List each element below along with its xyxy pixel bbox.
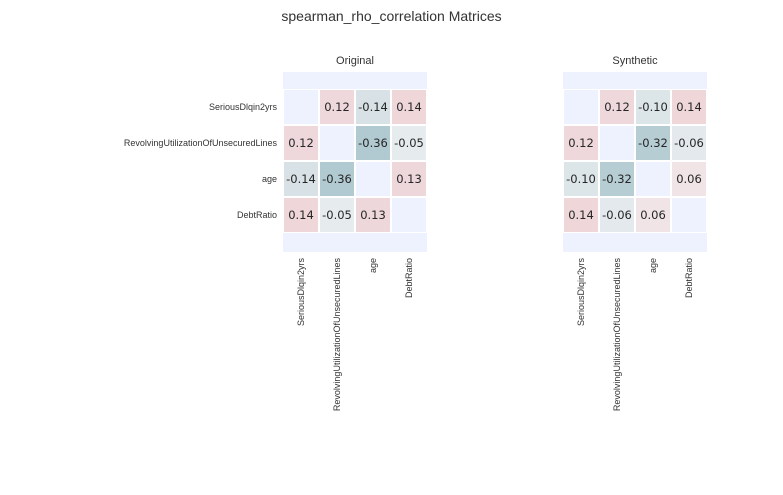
panel-title-original: Original (336, 55, 374, 67)
heatmap-cell: -0.32 (635, 125, 671, 161)
y-tick-label: DebtRatio (236, 210, 277, 220)
figure-title: spearman_rho_correlation Matrices (281, 8, 502, 24)
heatmap-cell: -0.05 (319, 197, 355, 233)
heatmap-cell: 0.12 (563, 125, 599, 161)
heatmap-cell: -0.36 (319, 161, 355, 197)
heatmap-cell: 0.13 (391, 161, 427, 197)
heatmap-cell: -0.10 (635, 89, 671, 125)
x-tick-label: RevolvingUtilizationOfUnsecuredLines (332, 258, 342, 412)
heatmap-cell: 0.12 (599, 89, 635, 125)
x-tick-label: SeriousDlqin2yrs (576, 258, 586, 327)
heatmap-cell: 0.14 (671, 89, 707, 125)
heatmap-cell: 0.14 (391, 89, 427, 125)
heatmap-cell: 0.12 (319, 89, 355, 125)
x-tick-label: age (368, 258, 378, 274)
heatmap-cell (599, 125, 635, 161)
y-tick-label: RevolvingUtilizationOfUnsecuredLines (123, 138, 277, 148)
panel-title-synthetic: Synthetic (612, 55, 658, 67)
heatmap-grid-synthetic: 0.12 -0.10 0.14 0.12 -0.32 -0.06 -0.10 -… (563, 89, 707, 233)
heatmap-cell: 0.14 (563, 197, 599, 233)
heatmap-cell: -0.10 (563, 161, 599, 197)
heatmap-cell (319, 125, 355, 161)
heatmap-cell (635, 161, 671, 197)
heatmap-cell (563, 89, 599, 125)
heatmap-cell: -0.14 (355, 89, 391, 125)
heatmap-cell (283, 89, 319, 125)
heatmap-cell (671, 197, 707, 233)
heatmap-cell: -0.36 (355, 125, 391, 161)
y-tick-label: age (261, 174, 277, 184)
heatmap-cell: -0.06 (671, 125, 707, 161)
heatmap-cell: -0.05 (391, 125, 427, 161)
heatmap-cell (355, 161, 391, 197)
x-tick-label: age (648, 258, 658, 274)
heatmap-cell: -0.06 (599, 197, 635, 233)
x-tick-label: RevolvingUtilizationOfUnsecuredLines (612, 258, 622, 412)
heatmap-grid-original: 0.12 -0.14 0.14 0.12 -0.36 -0.05 -0.14 -… (283, 89, 427, 233)
heatmap-cell: 0.12 (283, 125, 319, 161)
x-tick-label: SeriousDlqin2yrs (296, 258, 306, 327)
y-tick-label: SeriousDlqin2yrs (208, 102, 277, 112)
x-tick-label: DebtRatio (684, 258, 694, 299)
heatmap-cell: -0.32 (599, 161, 635, 197)
heatmap-cell (391, 197, 427, 233)
x-tick-label: DebtRatio (404, 258, 414, 299)
heatmap-cell: 0.06 (635, 197, 671, 233)
heatmap-cell: 0.06 (671, 161, 707, 197)
heatmap-cell: 0.13 (355, 197, 391, 233)
heatmap-cell: -0.14 (283, 161, 319, 197)
heatmap-cell: 0.14 (283, 197, 319, 233)
